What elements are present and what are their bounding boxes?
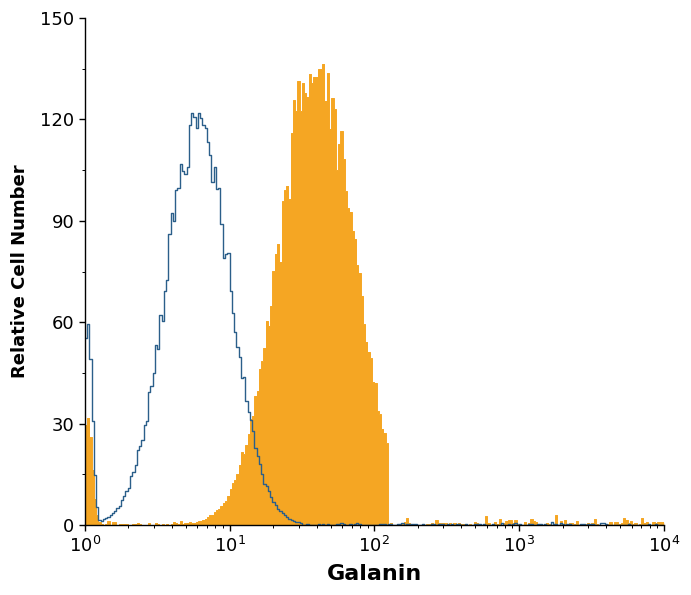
X-axis label: Galanin: Galanin	[327, 564, 422, 584]
Y-axis label: Relative Cell Number: Relative Cell Number	[11, 165, 29, 378]
